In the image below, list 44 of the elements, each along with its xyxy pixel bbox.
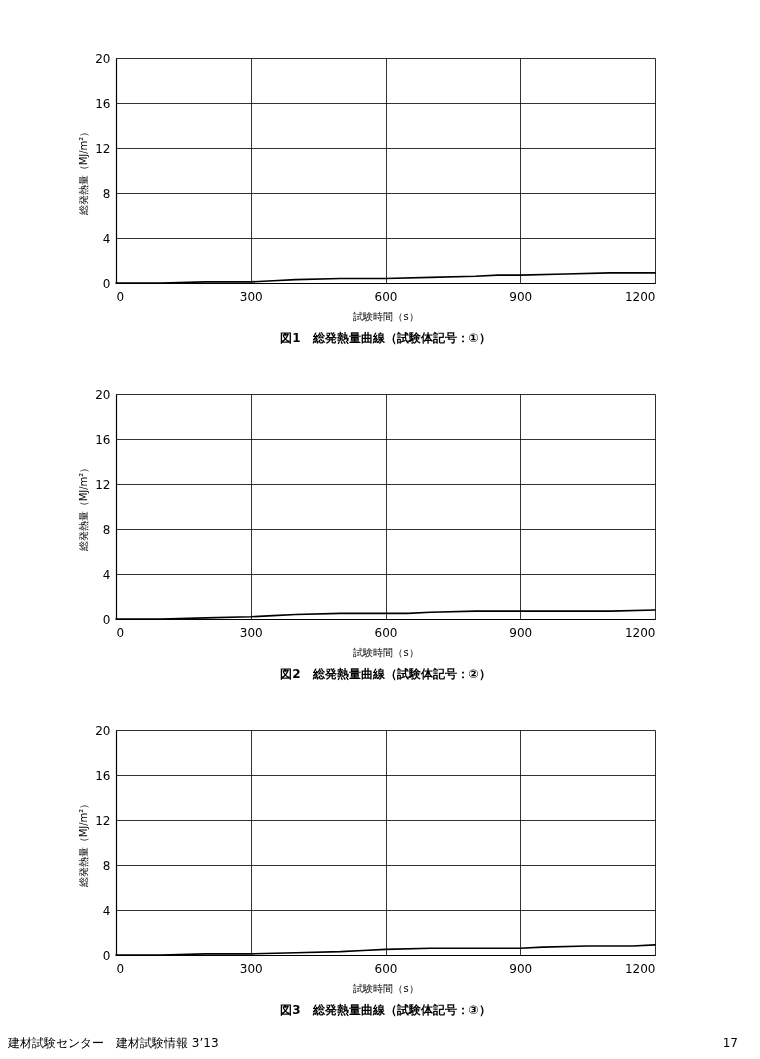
x-tick-label: 1200 — [624, 289, 656, 304]
y-axis-title: 総発熱量（MJ/m²） — [78, 126, 90, 217]
y-tick-label: 16 — [95, 96, 111, 111]
y-tick-label: 20 — [95, 723, 111, 738]
y-tick-label: 4 — [102, 231, 111, 246]
y-tick-label: 20 — [95, 51, 111, 66]
x-axis-title: 試験時間（s） — [353, 646, 419, 658]
text: 17 — [722, 1036, 738, 1050]
y-tick-label: 8 — [102, 522, 111, 537]
x-tick-label: 300 — [239, 625, 263, 640]
y-axis-title: 総発熱量（MJ/m²） — [78, 462, 90, 553]
x-tick-label: 600 — [374, 625, 398, 640]
x-axis-title: 試験時間（s） — [353, 982, 419, 994]
y-axis-title: 総発熱量（MJ/m²） — [78, 798, 90, 889]
y-tick-label: 12 — [95, 477, 111, 492]
text: 図3 総発熱量曲線（試験体記号：③） — [280, 1003, 491, 1017]
y-tick-label: 8 — [102, 186, 111, 201]
y-tick-label: 0 — [102, 948, 111, 963]
x-axis-title: 試験時間（s） — [353, 310, 419, 322]
x-tick-label: 1200 — [624, 961, 656, 976]
x-tick-label: 1200 — [624, 625, 656, 640]
y-tick-label: 12 — [95, 141, 111, 156]
x-tick-label: 0 — [116, 961, 125, 976]
x-tick-label: 300 — [239, 961, 263, 976]
x-tick-label: 900 — [509, 961, 533, 976]
x-tick-label: 900 — [509, 625, 533, 640]
x-tick-label: 900 — [509, 289, 533, 304]
y-tick-label: 16 — [95, 768, 111, 783]
x-tick-label: 0 — [116, 289, 125, 304]
text: 図1 総発熱量曲線（試験体記号：①） — [280, 331, 491, 345]
x-tick-label: 600 — [374, 289, 398, 304]
x-tick-label: 300 — [239, 289, 263, 304]
y-tick-label: 12 — [95, 813, 111, 828]
x-tick-label: 600 — [374, 961, 398, 976]
y-tick-label: 8 — [102, 858, 111, 873]
text: 図2 総発熱量曲線（試験体記号：②） — [280, 667, 491, 681]
y-tick-label: 4 — [102, 903, 111, 918]
text: 建材試験センター 建材試験情報 3’13 — [7, 1036, 219, 1050]
y-tick-label: 20 — [95, 387, 111, 402]
x-tick-label: 0 — [116, 625, 125, 640]
y-tick-label: 0 — [102, 276, 111, 291]
y-tick-label: 16 — [95, 432, 111, 447]
y-tick-label: 0 — [102, 612, 111, 627]
y-tick-label: 4 — [102, 567, 111, 582]
